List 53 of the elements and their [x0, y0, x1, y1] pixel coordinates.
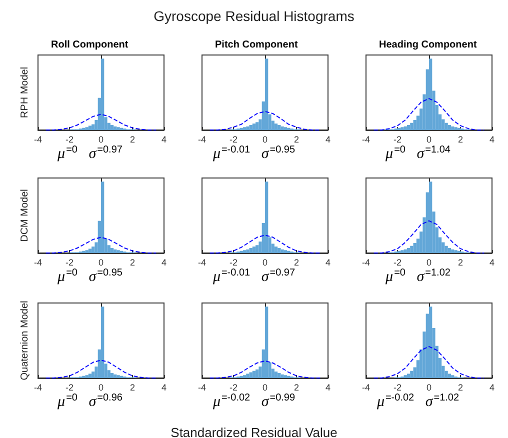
- x-tick-label: -2: [393, 382, 402, 392]
- x-tick-label: 0: [98, 134, 104, 144]
- x-tick-label: 2: [294, 258, 300, 268]
- x-tick-label: -2: [229, 134, 238, 144]
- x-tick-label: 4: [325, 258, 331, 268]
- x-tick-label: 4: [489, 258, 495, 268]
- x-tick-label: 2: [130, 382, 136, 392]
- x-tick-label: 0: [98, 258, 104, 268]
- x-tick-label: 0: [262, 134, 268, 144]
- x-tick-label: -4: [198, 382, 206, 392]
- y-axis-title: RPH Model: [20, 66, 30, 118]
- x-tick-label: 2: [130, 258, 136, 268]
- x-tick-label: 2: [294, 134, 300, 144]
- x-tick-label: -2: [393, 258, 402, 268]
- x-tick-label: -4: [362, 382, 370, 392]
- x-tick-label: -2: [229, 258, 238, 268]
- x-tick-label: 4: [161, 134, 167, 144]
- x-tick-label: 0: [426, 134, 432, 144]
- x-tick-label: 2: [294, 382, 300, 392]
- x-tick-label: 4: [489, 382, 495, 392]
- y-axis-title: Quaternion Model: [20, 300, 30, 380]
- x-tick-label: -4: [198, 134, 206, 144]
- x-tick-label: 2: [458, 258, 464, 268]
- x-tick-label: -2: [393, 134, 402, 144]
- x-tick-label: 0: [98, 382, 104, 392]
- x-tick-label: 0: [262, 258, 268, 268]
- x-tick-label: 0: [426, 382, 432, 392]
- chart-subtitle: Heading Component: [379, 40, 478, 50]
- x-tick-label: 4: [489, 134, 495, 144]
- x-tick-label: -4: [198, 258, 206, 268]
- x-tick-label: -4: [34, 134, 42, 144]
- x-tick-label: 2: [458, 382, 464, 392]
- x-tick-label: 4: [161, 382, 167, 392]
- y-axis-title: DCM Model: [20, 189, 30, 242]
- x-tick-label: -2: [65, 382, 74, 392]
- x-tick-label: 2: [458, 134, 464, 144]
- x-tick-label: 4: [325, 382, 331, 392]
- x-tick-label: -4: [34, 258, 42, 268]
- x-tick-label: -4: [34, 382, 42, 392]
- x-axis-title: Standardized Residual Value: [170, 425, 338, 438]
- x-tick-label: 4: [325, 134, 331, 144]
- x-tick-label: 2: [130, 134, 136, 144]
- chart-subtitle: Roll Component: [51, 40, 129, 50]
- x-tick-label: -4: [362, 134, 370, 144]
- x-tick-label: -2: [65, 258, 74, 268]
- x-tick-label: -4: [362, 258, 370, 268]
- chart-title: Gyroscope Residual Histograms: [154, 8, 354, 24]
- x-tick-label: 4: [161, 258, 167, 268]
- x-tick-label: -2: [65, 134, 74, 144]
- x-tick-label: -2: [229, 382, 238, 392]
- x-tick-label: 0: [262, 382, 268, 392]
- x-tick-label: 0: [426, 258, 432, 268]
- chart-subtitle: Pitch Component: [215, 40, 298, 50]
